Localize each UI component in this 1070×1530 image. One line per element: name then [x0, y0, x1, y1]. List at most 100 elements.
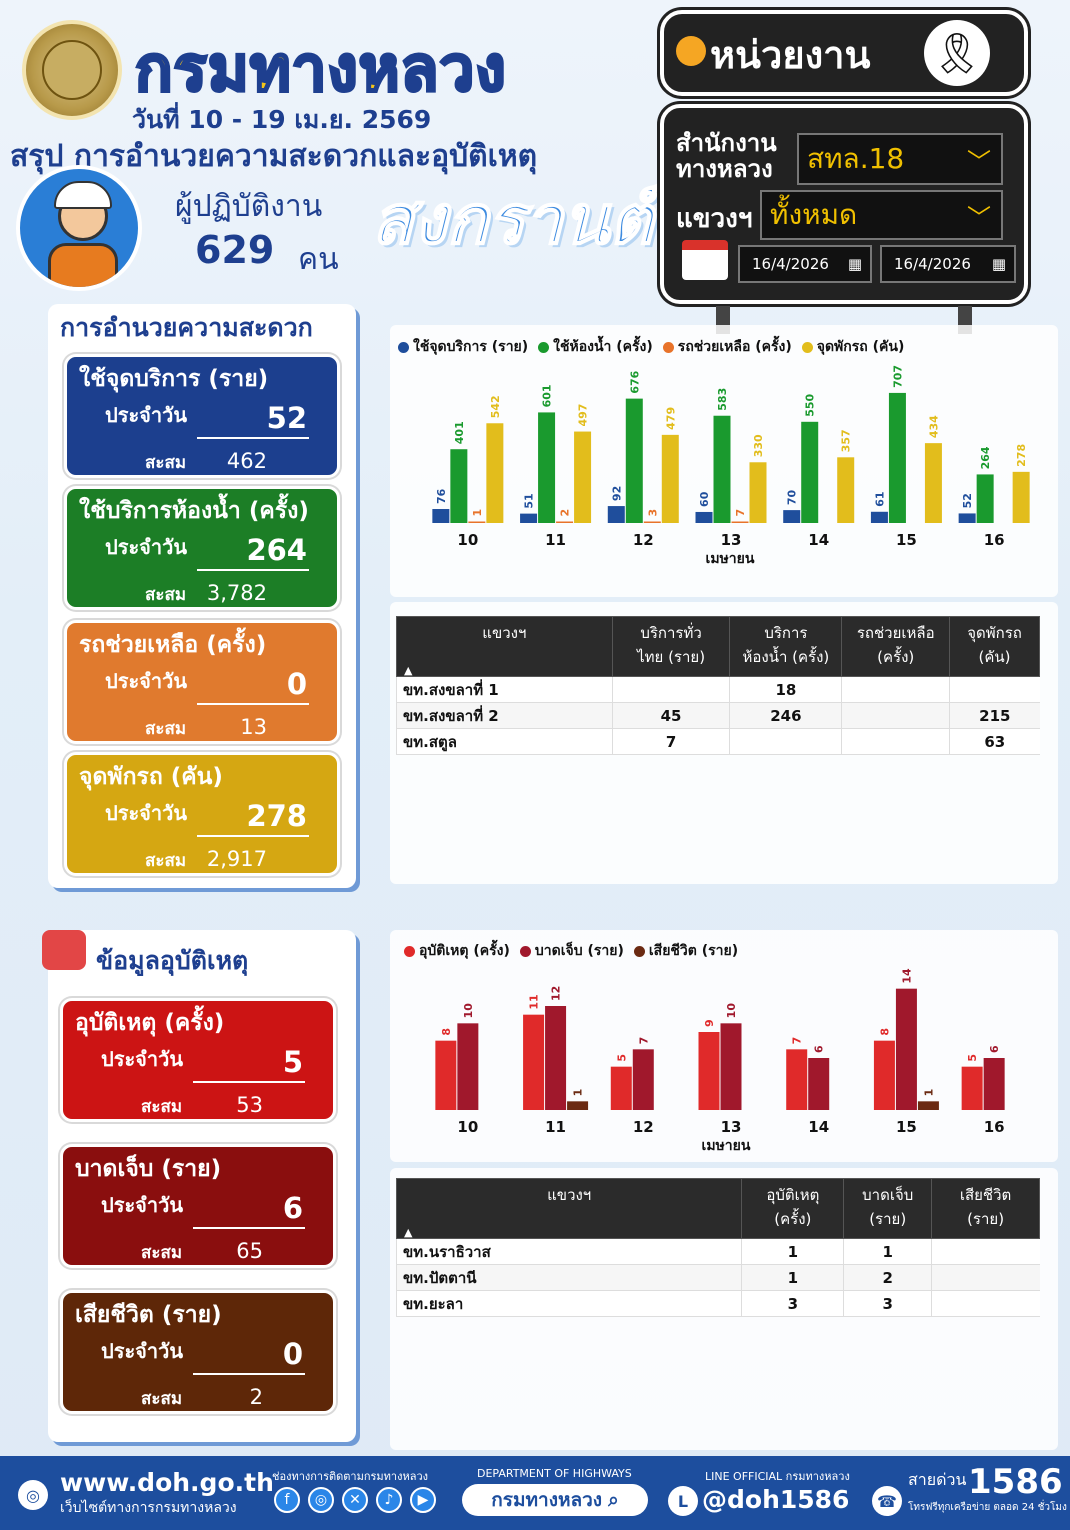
legend-item[interactable]: อุบัติเหตุ (ครั้ง) [404, 940, 510, 962]
bar[interactable] [486, 423, 504, 523]
bar[interactable] [888, 392, 906, 523]
bar[interactable] [749, 462, 767, 523]
bar[interactable] [837, 457, 855, 523]
bar[interactable] [801, 421, 819, 523]
bar[interactable] [435, 1040, 457, 1110]
bar[interactable] [1012, 471, 1030, 523]
date-to-input[interactable]: 16/4/2026 ▦ [880, 245, 1016, 283]
data-label: 11 [528, 994, 541, 1009]
daily-label: ประจำวัน [105, 535, 188, 559]
table-row[interactable]: ขท.สงขลาที่ 1 18 [396, 676, 1040, 703]
bar[interactable] [786, 1049, 808, 1110]
bar[interactable] [698, 1032, 720, 1110]
department-english-label: DEPARTMENT OF HIGHWAYS [477, 1467, 632, 1480]
hotline-caption: โทรฟรีทุกเครือข่าย ตลอด 24 ชั่วโมง [908, 1502, 1067, 1513]
bar[interactable] [917, 1101, 939, 1110]
table-cell: 7 [611, 728, 730, 755]
cumulative-label: สะสม [141, 1243, 183, 1263]
bar[interactable] [468, 521, 486, 524]
youtube-icon[interactable]: ▶ [410, 1487, 436, 1513]
website-link[interactable]: www.doh.go.th [60, 1468, 274, 1497]
bar[interactable] [895, 988, 917, 1110]
bar[interactable] [720, 1023, 742, 1110]
sort-arrow-icon[interactable]: ▲ [404, 664, 413, 677]
bar[interactable] [695, 511, 713, 523]
cumulative-label: สะสม [141, 1097, 183, 1117]
bar[interactable] [610, 1066, 632, 1110]
bar[interactable] [958, 513, 976, 523]
cumulative-label: สะสม [145, 453, 187, 473]
tick-label: 11 [545, 531, 566, 549]
table-header[interactable]: แขวงฯ [396, 616, 613, 677]
sort-arrow-icon[interactable]: ▲ [404, 1226, 413, 1239]
legend-item[interactable]: บาดเจ็บ (ราย) [519, 940, 624, 962]
line-icon[interactable]: L [668, 1486, 698, 1516]
table-header[interactable]: บาดเจ็บ (ราย) [843, 1178, 933, 1239]
bar[interactable] [607, 506, 625, 523]
table-header[interactable]: อุบัติเหตุ (ครั้ง) [741, 1178, 845, 1239]
instagram-icon[interactable]: ◎ [308, 1487, 334, 1513]
table-header[interactable]: บริการ ห้องน้ำ (ครั้ง) [729, 616, 843, 677]
legend-item[interactable]: ใช้ห้องน้ำ (ครั้ง) [538, 336, 653, 358]
line-id[interactable]: @doh1586 [702, 1485, 850, 1514]
table-row[interactable]: ขท.สตูล 7 63 [396, 728, 1040, 755]
table-row[interactable]: ขท.ยะลา 3 3 [395, 1290, 1040, 1317]
table-row[interactable]: ขท.ปัตตานี 1 2 [395, 1264, 1040, 1291]
table-row[interactable]: ขท.นราธิวาส 1 1 [395, 1238, 1040, 1265]
bar[interactable] [556, 521, 574, 524]
bar[interactable] [713, 415, 731, 523]
bar[interactable] [983, 1058, 1005, 1110]
legend-item[interactable]: รถช่วยเหลือ (ครั้ง) [662, 336, 792, 358]
bar[interactable] [873, 1040, 895, 1110]
bar[interactable] [808, 1058, 830, 1110]
table-header[interactable]: แขวงฯ [395, 1178, 743, 1239]
bar[interactable] [870, 511, 888, 523]
hotline-number[interactable]: 1586 [968, 1462, 1063, 1502]
table-header[interactable]: รถช่วยเหลือ (ครั้ง) [841, 616, 951, 677]
bar[interactable] [523, 1014, 545, 1110]
table-cell [931, 1264, 1040, 1291]
bar[interactable] [538, 412, 556, 523]
bar[interactable] [632, 1049, 654, 1110]
legend-item[interactable]: เสียชีวิต (ราย) [633, 940, 738, 962]
table-header[interactable]: เสียชีวิต (ราย) [931, 1178, 1040, 1239]
legend-item[interactable]: ใช้จุดบริการ (ราย) [398, 336, 528, 358]
tick-label: 10 [457, 531, 478, 549]
legend-item[interactable]: จุดพักรถ (คัน) [801, 336, 904, 358]
card-title: บาดเจ็บ (ราย) [75, 1156, 222, 1182]
bar[interactable] [520, 513, 538, 523]
table-row[interactable]: ขท.สงขลาที่ 2 45 246 215 [396, 702, 1040, 729]
date-from-input[interactable]: 16/4/2026 ▦ [738, 245, 872, 283]
cumulative-value: 462 [226, 449, 267, 473]
district-select[interactable]: ทั้งหมด ﹀ [760, 190, 1003, 240]
x-twitter-icon[interactable]: ✕ [342, 1487, 368, 1513]
table-cell: ขท.ยะลา [395, 1290, 742, 1317]
bar[interactable] [961, 1066, 983, 1110]
facebook-icon[interactable]: f [274, 1487, 300, 1513]
bar[interactable] [783, 510, 801, 523]
bar[interactable] [574, 431, 592, 523]
x-axis-label: เมษายน [706, 551, 755, 567]
bar[interactable] [450, 449, 468, 523]
bar[interactable] [731, 521, 749, 524]
bar[interactable] [457, 1023, 479, 1110]
office-select[interactable]: สทล.18 ﹀ [797, 133, 1003, 185]
bar[interactable] [976, 474, 994, 523]
table-header[interactable]: บริการทั่ว ไทย (ราย) [611, 616, 731, 677]
calendar-picker-icon[interactable]: ▦ [847, 255, 862, 273]
department-title: กรมทางหลวง [134, 31, 508, 107]
calendar-picker-icon[interactable]: ▦ [991, 255, 1006, 273]
table-header[interactable]: จุดพักรถ (คัน) [949, 616, 1040, 677]
bar[interactable] [432, 509, 450, 523]
table-cell [949, 676, 1040, 703]
bar[interactable] [661, 434, 679, 523]
bar[interactable] [545, 1006, 567, 1110]
bar[interactable] [643, 521, 661, 524]
bar[interactable] [625, 398, 643, 523]
tiktok-icon[interactable]: ♪ [376, 1487, 402, 1513]
bar[interactable] [567, 1101, 589, 1110]
search-department-button[interactable]: กรมทางหลวง ⌕ [462, 1484, 648, 1516]
district-select-value: ทั้งหมด [770, 198, 858, 231]
phone-icon[interactable]: ☎ [872, 1486, 902, 1516]
bar[interactable] [924, 443, 942, 523]
